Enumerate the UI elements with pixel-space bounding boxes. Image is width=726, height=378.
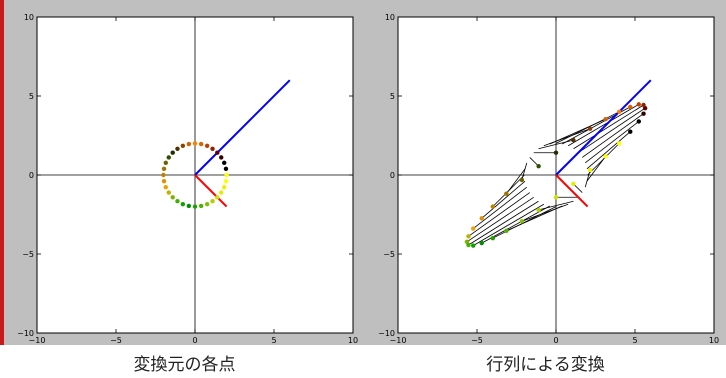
source-points-plot: −10 −5 0 5 10 −10 −5 0 5 10 [4,0,365,345]
data-point [520,219,524,223]
transformed-points-figure: −10 −5 0 5 10 −10 −5 0 5 10 [365,0,726,345]
data-point [628,130,632,134]
data-point [181,202,185,206]
data-point [536,208,540,212]
data-point [215,151,219,155]
y-tick-label: 10 [24,13,34,22]
data-point [181,144,185,148]
data-point [637,119,641,123]
data-point [466,243,470,247]
data-point [224,173,228,177]
data-point [193,141,197,145]
data-point [571,138,575,142]
left-caption: 変換元の各点 [4,350,365,375]
data-point [222,185,226,189]
data-point [224,167,228,171]
y-tick-label: 10 [385,13,395,22]
data-point [554,195,558,199]
data-point [210,199,214,203]
data-point [199,142,203,146]
x-tick-label: 5 [632,336,637,345]
data-point [187,142,191,146]
x-tick-label: 0 [553,336,558,345]
y-tick-label: −10 [378,329,395,338]
data-point [617,110,621,114]
data-point [637,102,641,106]
data-point [491,236,495,240]
data-point [164,185,168,189]
data-point [224,179,228,183]
data-point [491,204,495,208]
data-point [504,229,508,233]
data-point [205,202,209,206]
data-point [588,127,592,131]
right-caption: 行列による変換 [365,350,726,375]
y-tick-label: −10 [17,329,34,338]
data-point [175,199,179,203]
data-point [520,178,524,182]
data-point [171,195,175,199]
data-point [175,147,179,151]
data-point [171,151,175,155]
transformed-points-plot: −10 −5 0 5 10 −10 −5 0 5 10 [365,0,726,345]
data-point [554,151,558,155]
x-tick-label: 5 [271,336,276,345]
y-tick-label: 0 [29,171,34,180]
data-point [480,241,484,245]
data-point [480,216,484,220]
data-point [603,154,607,158]
x-tick-label: 10 [348,336,358,345]
data-point [471,243,475,247]
data-point [199,204,203,208]
data-point [215,195,219,199]
data-point [628,105,632,109]
x-tick-label: −5 [471,336,483,345]
data-point [588,168,592,172]
data-point [167,190,171,194]
x-tick-label: −5 [110,336,122,345]
x-tick-label: 10 [709,336,719,345]
data-point [219,190,223,194]
y-tick-label: 5 [390,92,395,101]
data-point [205,144,209,148]
data-point [219,155,223,159]
source-points-figure: −10 −5 0 5 10 −10 −5 0 5 10 [4,0,365,345]
y-tick-label: 5 [29,92,34,101]
data-point [466,234,470,238]
data-point [161,173,165,177]
x-tick-label: 0 [192,336,197,345]
data-point [641,103,645,107]
data-point [193,204,197,208]
data-point [471,226,475,230]
y-tick-label: −5 [22,250,34,259]
data-point [603,117,607,121]
data-point [222,161,226,165]
data-point [641,111,645,115]
y-tick-label: −5 [383,250,395,259]
y-tick-label: 0 [390,171,395,180]
data-point [210,147,214,151]
data-point [504,191,508,195]
data-point [571,182,575,186]
data-point [187,204,191,208]
data-point [164,161,168,165]
data-point [167,155,171,159]
data-point [162,167,166,171]
data-point [617,141,621,145]
data-point [536,164,540,168]
data-point [162,179,166,183]
